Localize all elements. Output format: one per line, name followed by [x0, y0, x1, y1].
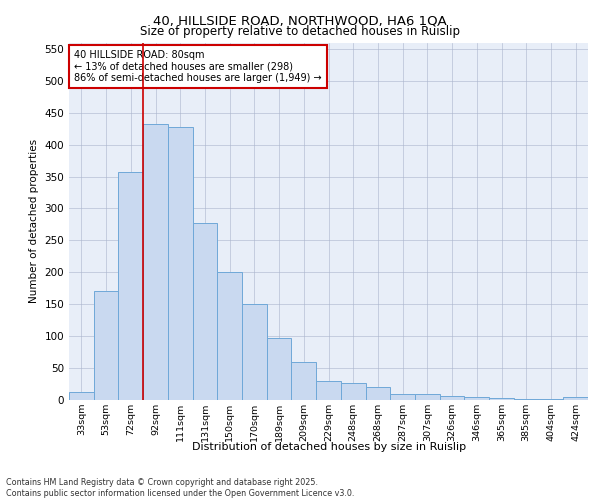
- Bar: [292, 362, 316, 400]
- Bar: [69, 392, 94, 400]
- Text: Distribution of detached houses by size in Ruislip: Distribution of detached houses by size …: [192, 442, 466, 452]
- Text: Contains HM Land Registry data © Crown copyright and database right 2025.
Contai: Contains HM Land Registry data © Crown c…: [6, 478, 355, 498]
- Bar: [242, 304, 267, 400]
- Bar: [94, 292, 118, 400]
- Bar: [415, 394, 440, 400]
- Text: 40 HILLSIDE ROAD: 80sqm
← 13% of detached houses are smaller (298)
86% of semi-d: 40 HILLSIDE ROAD: 80sqm ← 13% of detache…: [74, 50, 322, 83]
- Bar: [390, 394, 415, 400]
- Bar: [489, 398, 514, 400]
- Bar: [193, 222, 217, 400]
- Bar: [316, 381, 341, 400]
- Bar: [440, 396, 464, 400]
- Text: 40, HILLSIDE ROAD, NORTHWOOD, HA6 1QA: 40, HILLSIDE ROAD, NORTHWOOD, HA6 1QA: [153, 14, 447, 27]
- Bar: [168, 128, 193, 400]
- Bar: [217, 272, 242, 400]
- Y-axis label: Number of detached properties: Number of detached properties: [29, 139, 39, 304]
- Text: Size of property relative to detached houses in Ruislip: Size of property relative to detached ho…: [140, 25, 460, 38]
- Bar: [341, 383, 365, 400]
- Bar: [365, 387, 390, 400]
- Bar: [464, 397, 489, 400]
- Bar: [118, 172, 143, 400]
- Bar: [143, 124, 168, 400]
- Bar: [267, 338, 292, 400]
- Bar: [563, 397, 588, 400]
